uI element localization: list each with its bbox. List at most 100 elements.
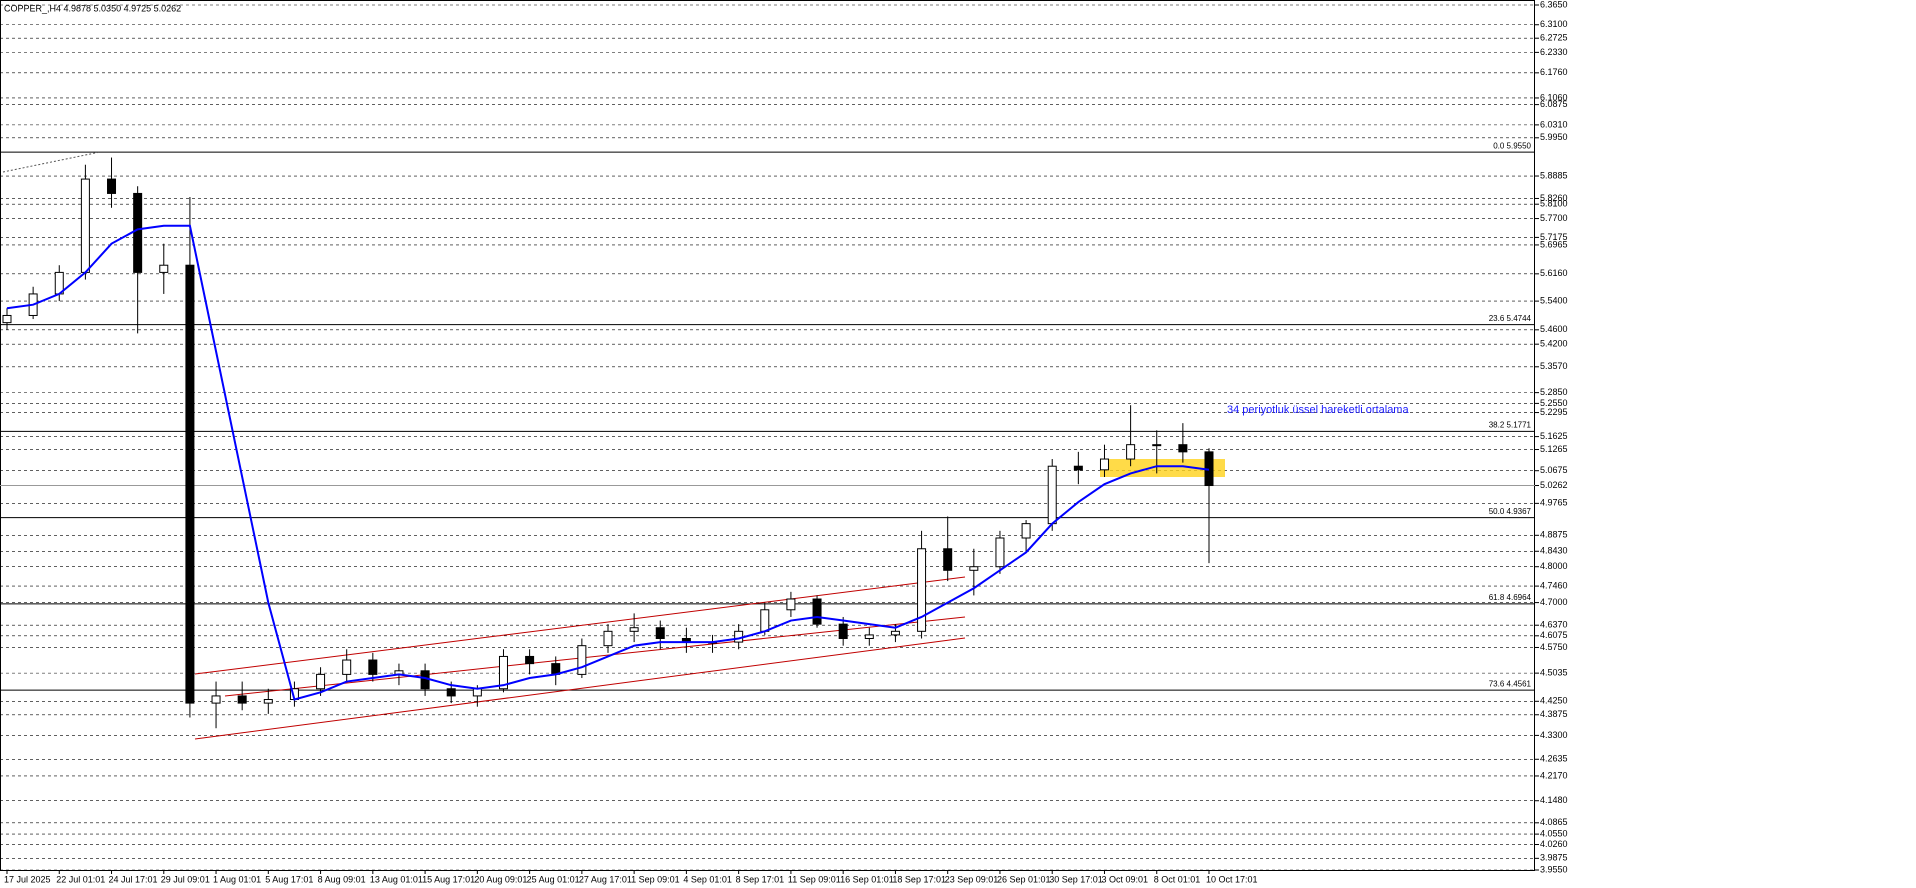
x-tick-label: 26 Sep 01:01 (997, 874, 1051, 884)
fib-label: 23.6 5.4744 (1489, 314, 1532, 323)
candle-body (342, 659, 352, 675)
y-tick-label: 6.2725 (1540, 33, 1568, 43)
grid (0, 4, 1535, 871)
y-tick-label: 4.7000 (1540, 597, 1568, 607)
candle-body (1126, 444, 1136, 460)
candle-body (969, 566, 979, 571)
candle-body (890, 630, 900, 636)
y-tick-label: 5.8100 (1540, 199, 1568, 209)
y-tick-label: 6.3100 (1540, 19, 1568, 29)
y-tick-label: 6.0310 (1540, 119, 1568, 129)
x-tick-label: 30 Sep 17:01 (1049, 874, 1103, 884)
y-tick-label: 4.5035 (1540, 668, 1568, 678)
chart-title: COPPER_,H4 4.9878 5.0350 4.9725 5.0262 (4, 3, 181, 13)
x-tick-label: 4 Sep 01:01 (683, 874, 732, 884)
x-tick-label: 24 Jul 17:01 (109, 874, 158, 884)
x-tick-label: 23 Sep 09:01 (945, 874, 999, 884)
y-tick-label: 5.9950 (1540, 132, 1568, 142)
candle-body (525, 655, 535, 665)
y-tick-label: 4.2635 (1540, 754, 1568, 764)
y-tick-label: 5.8260 (1540, 193, 1568, 203)
y-tick-label: 4.2170 (1540, 770, 1568, 780)
candle-body (133, 192, 143, 273)
y-tick-label: 6.1060 (1540, 92, 1568, 102)
candle-body (1073, 465, 1083, 471)
y-tick-label: 5.6160 (1540, 268, 1568, 278)
candle-body (1047, 465, 1057, 525)
candle-body (237, 695, 247, 704)
candle-body (80, 178, 90, 273)
x-tick-label: 10 Oct 17:01 (1206, 874, 1258, 884)
candle-body (368, 659, 378, 675)
candle-body (943, 548, 953, 571)
x-tick-label: 3 Oct 09:01 (1101, 874, 1148, 884)
fib-label: 38.2 5.1771 (1489, 420, 1532, 429)
y-tick-label: 4.3875 (1540, 709, 1568, 719)
y-tick-label: 5.4600 (1540, 324, 1568, 334)
y-tick-label: 5.1625 (1540, 431, 1568, 441)
swing-line (2, 151, 101, 173)
y-tick-label: 5.7175 (1540, 232, 1568, 242)
candle-body (107, 178, 117, 194)
fib-label: 73.6 4.4561 (1489, 679, 1532, 688)
candle-body (316, 673, 326, 690)
y-tick-label: 4.0260 (1540, 839, 1568, 849)
channel-lower (194, 637, 966, 740)
fib-label: 61.8 4.6964 (1489, 593, 1532, 602)
y-tick-label: 6.2330 (1540, 47, 1568, 57)
y-tick-label: 5.1265 (1540, 444, 1568, 454)
x-tick-label: 8 Sep 17:01 (736, 874, 785, 884)
x-tick-label: 17 Jul 2025 (4, 874, 51, 884)
y-tick-label: 5.2550 (1540, 398, 1568, 408)
x-tick-label: 18 Sep 17:01 (892, 874, 946, 884)
x-tick-label: 27 Aug 17:01 (579, 874, 632, 884)
y-tick-label: 4.1480 (1540, 795, 1568, 805)
candle-body (577, 645, 587, 675)
y-tick-label: 4.8875 (1540, 530, 1568, 540)
candle-body (917, 548, 927, 632)
y-tick-label: 4.8000 (1540, 561, 1568, 571)
y-tick-label: 4.6075 (1540, 630, 1568, 640)
candle-body (446, 688, 456, 697)
x-tick-label: 29 Jul 09:01 (161, 874, 210, 884)
plot (2, 157, 1214, 729)
y-tick-label: 5.4200 (1540, 339, 1568, 349)
x-tick-label: 8 Aug 09:01 (318, 874, 366, 884)
y-tick-label: 4.6370 (1540, 620, 1568, 630)
fib-label: 0.0 5.9550 (1493, 141, 1531, 150)
y-tick-label: 6.1760 (1540, 67, 1568, 77)
candle-body (838, 623, 848, 639)
candle-body (629, 627, 639, 632)
y-tick-label: 5.0675 (1540, 465, 1568, 475)
candle-body (1152, 444, 1162, 447)
candle-body (1099, 458, 1109, 471)
candle-body (786, 598, 796, 611)
fib-label: 50.0 4.9367 (1489, 507, 1532, 516)
y-tick-label: 6.3650 (1540, 0, 1568, 9)
candle-body (185, 264, 195, 704)
x-tick-label: 13 Aug 01:01 (370, 874, 423, 884)
x-tick-label: 15 Aug 17:01 (422, 874, 475, 884)
candle-body (1178, 444, 1188, 453)
x-tick-label: 20 Aug 09:01 (474, 874, 527, 884)
candle-body (812, 598, 822, 625)
y-tick-label: 5.2850 (1540, 387, 1568, 397)
y-tick-label: 5.6965 (1540, 239, 1568, 249)
candle-body (263, 699, 273, 704)
candle-body (211, 695, 221, 704)
y-tick-label: 4.7460 (1540, 580, 1568, 590)
y-tick-label: 5.0262 (1540, 480, 1568, 490)
y-tick-label: 5.2295 (1540, 407, 1568, 417)
candle-body (995, 537, 1005, 568)
y-tick-label: 4.0550 (1540, 828, 1568, 838)
candle-body (1021, 523, 1031, 539)
x-tick-label: 22 Jul 01:01 (56, 874, 105, 884)
x-tick-label: 16 Sep 01:01 (840, 874, 894, 884)
x-tick-label: 11 Sep 09:01 (788, 874, 841, 884)
y-tick-label: 5.5400 (1540, 295, 1568, 305)
candle-body (159, 264, 169, 273)
y-tick-label: 3.9875 (1540, 853, 1568, 863)
